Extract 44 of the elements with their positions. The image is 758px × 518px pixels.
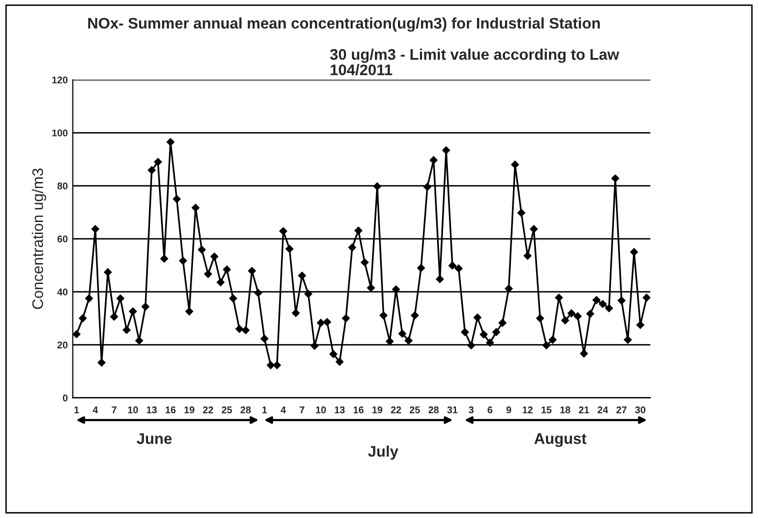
y-tick-label: 120	[52, 76, 68, 84]
x-tick-label: 25	[410, 406, 420, 414]
x-tick-label: 22	[203, 406, 214, 414]
text: July	[368, 446, 398, 460]
x-tick-label: 18	[560, 406, 570, 414]
x-tick-label: 10	[316, 406, 326, 414]
x-tick-label: 24	[598, 406, 608, 414]
x-tick-label: 7	[300, 406, 304, 414]
x-tick-label: 21	[578, 406, 590, 414]
y-tick-label: 0	[62, 394, 68, 402]
chart-subtitle: 30 ug/m3 - Limit value according to Law 104/2011	[330, 48, 620, 76]
x-tick-label: 9	[506, 406, 512, 414]
y-tick-label: 60	[57, 236, 68, 242]
x-tick-label: 7	[112, 406, 116, 414]
x-tick-label: 25	[222, 406, 232, 414]
x-tick-label: 28	[428, 406, 439, 414]
x-tick-label: 12	[522, 406, 533, 414]
x-tick-label: 1	[262, 406, 267, 414]
chart-title: NOx- Summer annual mean concentration(ug/m3) for Industrial Station	[88, 17, 600, 32]
y-tick-label: 100	[52, 130, 68, 136]
y-tick-label: 20	[57, 342, 68, 348]
x-tick-label: 16	[354, 406, 364, 414]
x-tick-label: 22	[390, 406, 402, 414]
x-tick-label: 19	[372, 406, 382, 414]
y-axis-title: Concentration ug/m3	[32, 168, 46, 309]
x-tick-label: 3	[468, 406, 474, 414]
y-tick-label: 80	[57, 182, 68, 190]
x-tick-label: 13	[334, 406, 345, 414]
x-tick-label: 6	[488, 406, 492, 414]
y-tick-label: 40	[57, 288, 68, 296]
x-tick-label: 1	[74, 406, 79, 414]
text: August	[534, 433, 586, 448]
x-tick-label: 19	[184, 406, 194, 414]
text: June	[136, 433, 172, 444]
x-tick-label: 10	[128, 406, 138, 414]
x-tick-label: 15	[542, 406, 552, 414]
x-tick-label: 4	[92, 406, 98, 414]
x-tick-label: 28	[240, 406, 251, 414]
x-tick-label: 4	[280, 406, 286, 414]
x-tick-label: 27	[616, 406, 627, 414]
x-tick-label: 30	[635, 406, 646, 414]
x-tick-label: 31	[447, 406, 458, 414]
x-tick-label: 13	[146, 406, 157, 414]
x-tick-label: 16	[166, 406, 176, 414]
